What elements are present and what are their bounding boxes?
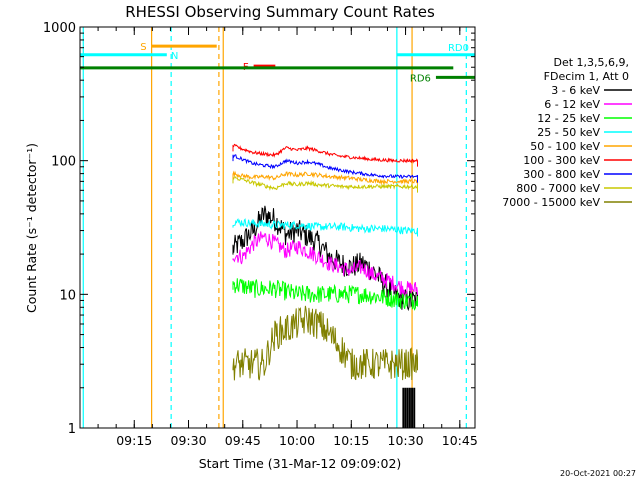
flag-label-0: S — [140, 42, 146, 53]
x-tick-label-3: 10:00 — [279, 433, 315, 448]
series-line-0 — [232, 205, 418, 312]
legend-label-4: 50 - 100 keV — [530, 140, 600, 153]
y-tick-label-1: 10 — [59, 288, 76, 303]
flag-label-3: RD0 — [448, 43, 469, 54]
legend-label-8: 7000 - 15000 keV — [502, 196, 600, 209]
series-line-5 — [232, 143, 418, 167]
legend-label-3: 25 - 50 keV — [537, 126, 600, 139]
legend-label-2: 12 - 25 keV — [537, 112, 600, 125]
series-line-8 — [232, 305, 418, 381]
legend-label-0: 3 - 6 keV — [551, 84, 600, 97]
series-line-3 — [232, 218, 418, 237]
flag-label-1: N — [171, 51, 178, 62]
series-line-2 — [232, 278, 418, 311]
x-axis-label: Start Time (31-Mar-12 09:09:02) — [199, 456, 402, 471]
x-tick-label-6: 10:45 — [442, 433, 478, 448]
series-line-7 — [232, 176, 418, 193]
legend-label-5: 100 - 300 keV — [523, 154, 600, 167]
series-line-4 — [232, 170, 418, 188]
footer-timestamp: 20-Oct-2021 00:27 — [560, 469, 636, 478]
marker-layer: SNFRD0RD6 — [80, 27, 475, 428]
x-tick-label-2: 09:45 — [225, 433, 261, 448]
series-line-1 — [232, 231, 418, 297]
y-tick-label-0: 1 — [68, 422, 76, 437]
legend-header-0: Det 1,3,5,6,9, — [553, 56, 629, 69]
y-axis-label: Count Rate (s⁻¹ detector⁻¹) — [24, 143, 39, 313]
y-tick-label-2: 100 — [51, 155, 76, 170]
x-tick-label-4: 10:15 — [333, 433, 369, 448]
legend-label-6: 300 - 800 keV — [523, 168, 600, 181]
plot-frame — [79, 26, 476, 429]
legend: Det 1,3,5,6,9,FDecim 1, Att 03 - 6 keV6 … — [502, 56, 632, 209]
y-tick-label-3: 1000 — [43, 21, 76, 36]
chart-title: RHESSI Observing Summary Count Rates — [125, 3, 435, 21]
legend-label-7: 800 - 7000 keV — [516, 182, 600, 195]
flag-label-5: RD6 — [410, 73, 431, 84]
x-tick-label-1: 09:30 — [171, 433, 207, 448]
legend-header-1: FDecim 1, Att 0 — [544, 70, 629, 83]
axes-layer: 1 10 100 1000 09:15 09:30 09:45 10:00 10:15 10:30… — [43, 21, 478, 448]
x-tick-label-5: 10:30 — [388, 433, 424, 448]
series-layer — [232, 143, 418, 428]
x-tick-label-0: 09:15 — [116, 433, 152, 448]
series-line-6 — [232, 154, 418, 183]
legend-label-1: 6 - 12 keV — [544, 98, 600, 111]
